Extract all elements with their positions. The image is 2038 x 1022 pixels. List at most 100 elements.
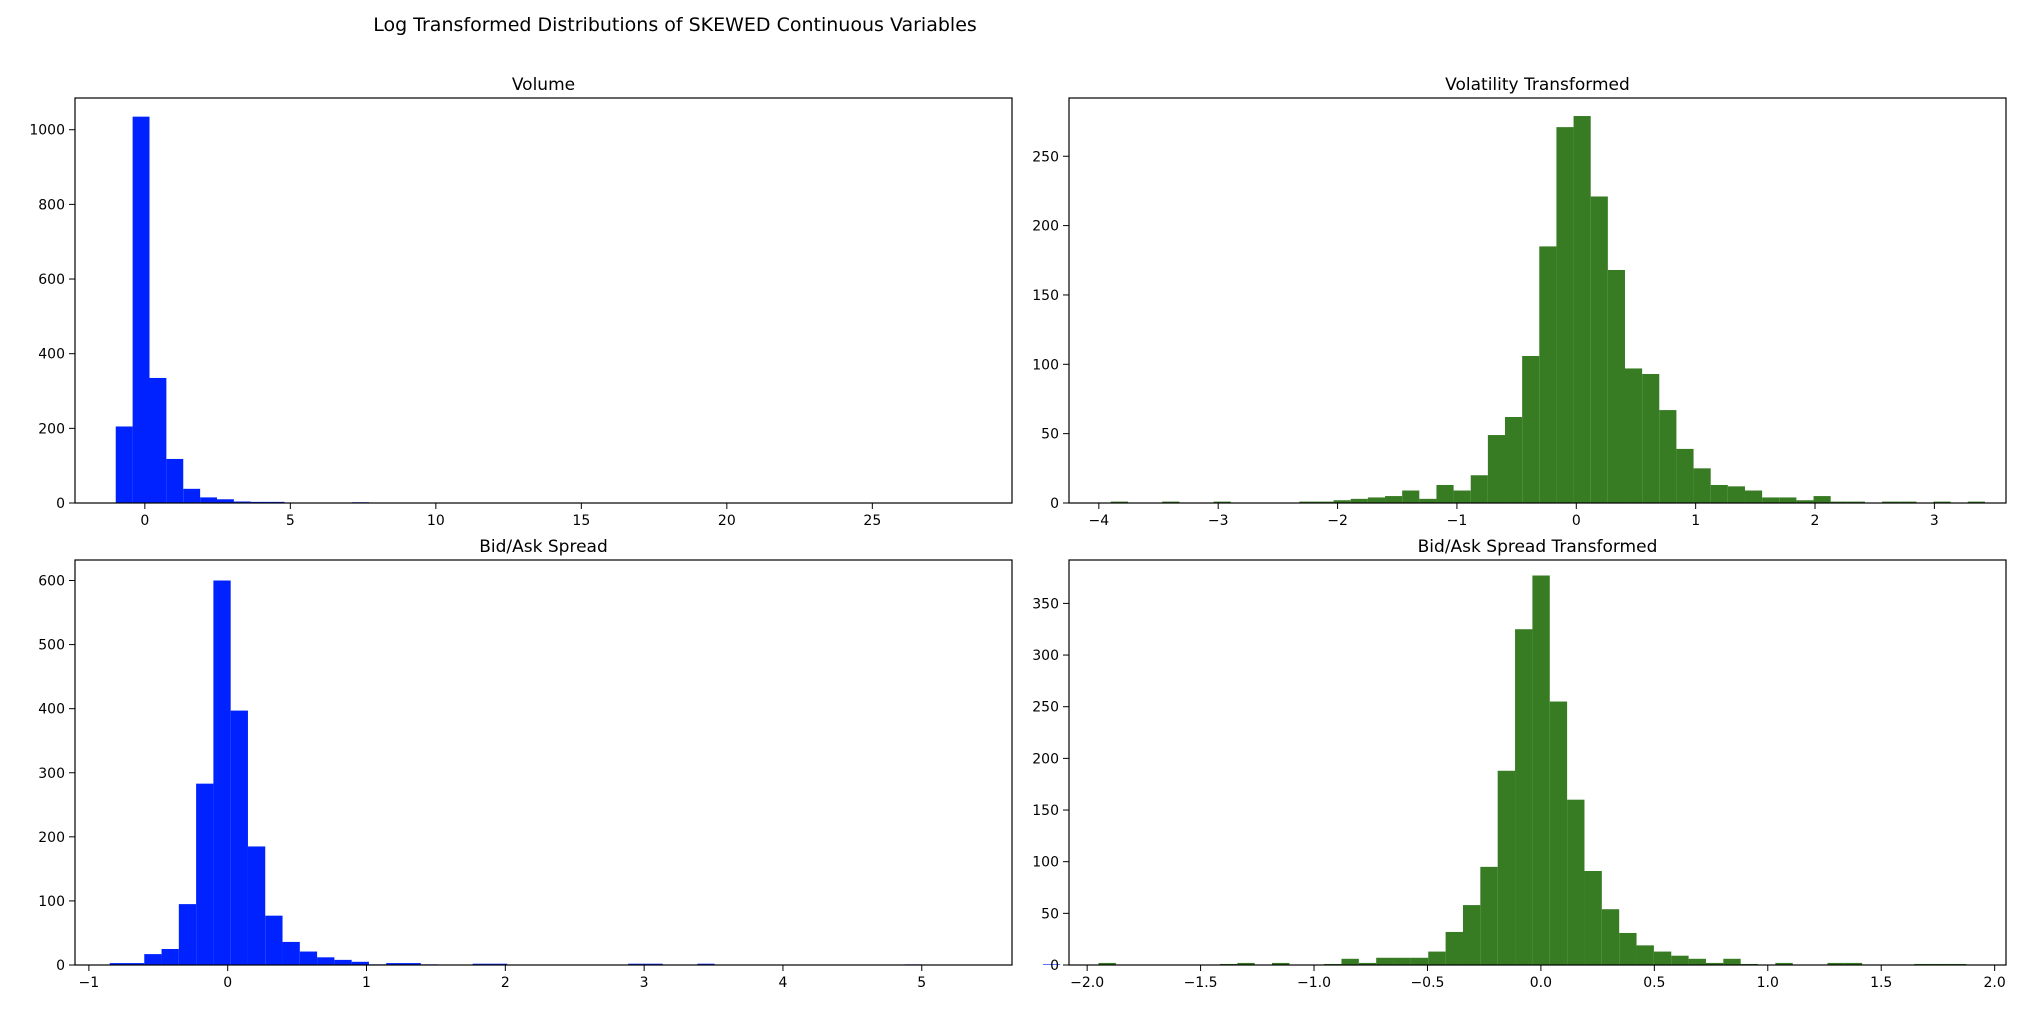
histogram-bar (1847, 501, 1865, 503)
y-tick-label: 250 (1032, 700, 1059, 716)
x-tick-label: 15 (572, 513, 590, 529)
x-tick-label: −4 (1089, 513, 1110, 529)
histogram-bar (1487, 435, 1506, 503)
histogram-bar (1419, 498, 1437, 503)
x-tick-label: 20 (718, 513, 736, 529)
histogram-bar (1584, 870, 1602, 965)
histogram-bar (1410, 957, 1429, 965)
histogram-bar (1827, 962, 1845, 965)
histogram-bar (1213, 501, 1231, 503)
histogram-bar (317, 957, 335, 965)
histogram-bar (230, 710, 248, 965)
x-tick-label: 0 (1572, 513, 1581, 529)
y-tick-label: 800 (38, 197, 65, 213)
histogram-bar (1676, 448, 1694, 503)
histogram-bar (1515, 629, 1533, 965)
histogram-bar (1688, 958, 1706, 965)
histogram-bar (1480, 866, 1498, 965)
histogram-bar (1830, 501, 1848, 503)
histogram-bar (1899, 501, 1917, 503)
y-tick-label: 350 (1032, 596, 1059, 612)
axes-frame (1068, 97, 2007, 504)
histogram-bar (1470, 475, 1488, 503)
histogram-bar (183, 488, 201, 503)
histogram-bar (166, 458, 184, 503)
x-tick-label: 1 (1691, 513, 1700, 529)
histogram-bar (265, 915, 283, 965)
histogram-bar (351, 961, 369, 965)
histogram-bar (697, 963, 715, 965)
histogram-bar (1522, 355, 1540, 503)
histogram-bar (1556, 127, 1574, 503)
y-tick-label: 1000 (29, 123, 65, 139)
x-tick-label: 25 (863, 513, 881, 529)
figure-title: Log Transformed Distributions of SKEWED … (373, 14, 977, 36)
histogram-bar (1532, 575, 1550, 965)
histogram-bar (1567, 799, 1585, 965)
histogram-bar (334, 959, 352, 965)
histogram-bar (1436, 484, 1454, 503)
histogram-bar (282, 941, 300, 965)
y-tick-label: 50 (1041, 906, 1059, 922)
x-tick-label: 2 (1811, 513, 1820, 529)
x-tick-label: 4 (778, 975, 787, 991)
subplot-title: Volume (512, 75, 575, 95)
x-tick-label: −3 (1208, 513, 1229, 529)
subplot-title: Bid/Ask Spread (479, 537, 608, 557)
axes-frame (74, 97, 1013, 504)
histogram-bar (161, 948, 179, 965)
x-tick-label: 1 (362, 975, 371, 991)
histogram-bar (1393, 957, 1411, 965)
x-tick-label: 5 (917, 975, 926, 991)
histogram-bar (1590, 196, 1608, 504)
histogram-bar (1462, 905, 1481, 965)
axes-frame (1068, 559, 2007, 966)
histogram-bar (1402, 490, 1420, 503)
histogram-bar (213, 580, 231, 965)
y-tick-label: 150 (1032, 288, 1059, 304)
histogram-bar (1762, 497, 1780, 503)
y-tick-label: 200 (1032, 219, 1059, 235)
histogram-bar (1653, 951, 1672, 965)
histogram-bar (1693, 468, 1711, 503)
histogram-bar (403, 963, 421, 965)
histogram-bar (1933, 501, 1951, 503)
histogram-bar (1162, 501, 1180, 503)
y-tick-label: 0 (1050, 496, 1059, 512)
x-tick-label: 1.5 (1870, 975, 1892, 991)
x-tick-label: 2.0 (1984, 975, 2006, 991)
histogram-bar (645, 963, 663, 965)
y-tick-label: 600 (38, 272, 65, 288)
histogram-bar (1775, 962, 1793, 965)
y-tick-label: 100 (38, 894, 65, 910)
x-tick-label: −1 (79, 975, 100, 991)
x-tick-label: 2 (501, 975, 510, 991)
histogram-bar (1624, 368, 1643, 503)
histogram-bar (1341, 958, 1359, 965)
histogram-bar (1636, 945, 1654, 965)
histogram-bar (1376, 957, 1394, 965)
histogram-bar (1333, 500, 1351, 503)
x-tick-label: −1.5 (1184, 975, 1218, 991)
histogram-bar (233, 501, 251, 503)
y-tick-label: 200 (38, 830, 65, 846)
histogram-bar (1110, 501, 1128, 503)
subplot-4: Bid/Ask Spread Transformed −2.0 −1.5 −1.0 −0… (1032, 537, 2007, 991)
histogram-bar (1967, 501, 1985, 503)
histogram-bar (1796, 500, 1814, 503)
histogram-bar (1497, 770, 1516, 965)
y-tick-label: 400 (38, 702, 65, 718)
x-tick-label: 0 (140, 513, 149, 529)
subplot-2: Volatility Transformed −4 −3 −2 −1 0 1 2 3 0 50 100… (1032, 75, 2007, 529)
y-tick-label: 250 (1032, 149, 1059, 165)
x-tick-label: 0.0 (1530, 975, 1552, 991)
histogram-bar (1671, 955, 1689, 965)
histogram-bar (1607, 269, 1625, 503)
x-tick-label: −2.0 (1070, 975, 1104, 991)
x-tick-label: 0.5 (1643, 975, 1665, 991)
histogram-bar (217, 499, 234, 503)
histogram-bar (1237, 962, 1255, 965)
histogram-bar (1350, 498, 1368, 503)
